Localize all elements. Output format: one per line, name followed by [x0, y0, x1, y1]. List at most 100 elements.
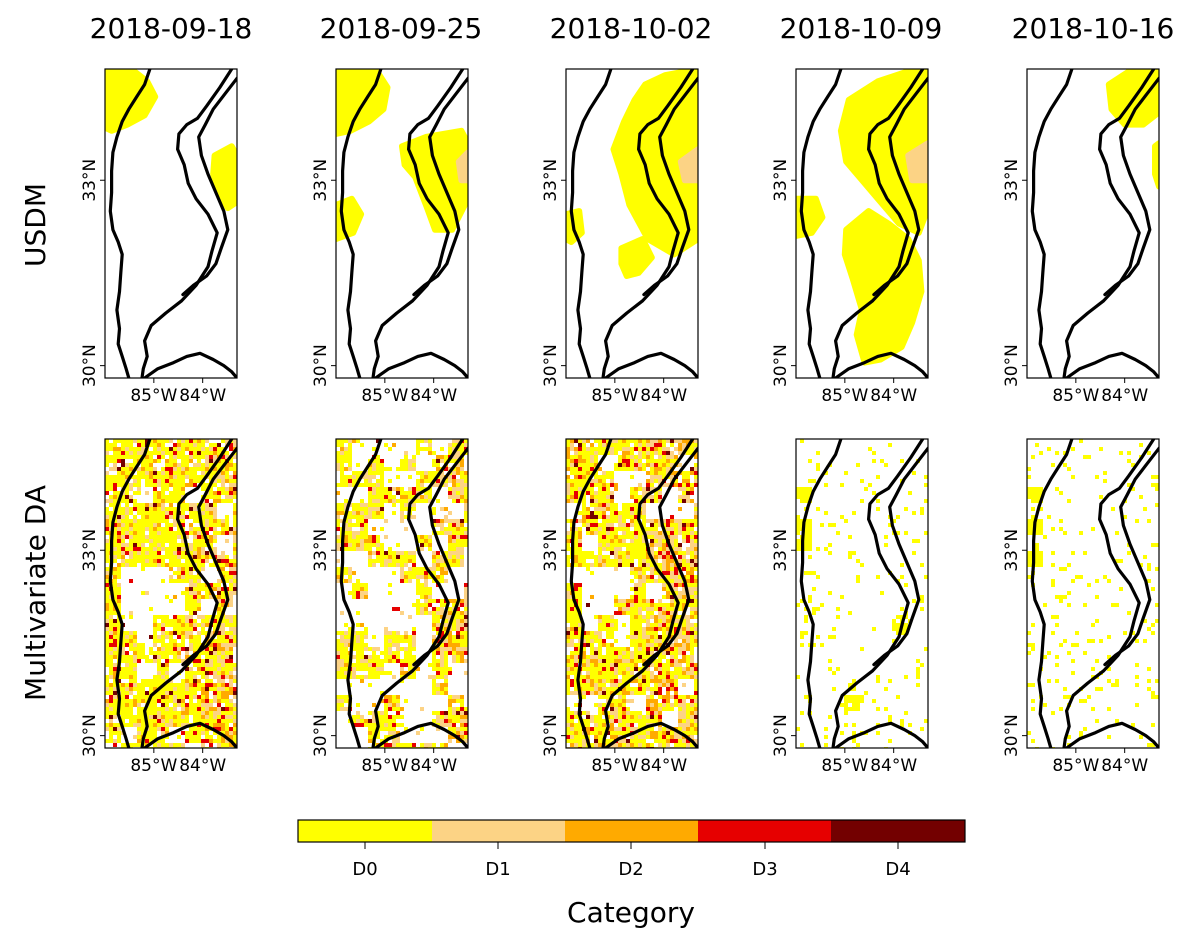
y-tick-label: 33°N: [771, 159, 791, 202]
da-pixel: [197, 635, 201, 639]
da-pixel: [400, 551, 404, 555]
da-pixel: [460, 731, 464, 735]
state-border-center: [140, 69, 234, 378]
da-pixel: [650, 571, 654, 575]
da-pixel: [141, 527, 145, 531]
da-pixel: [169, 479, 173, 483]
da-pixel: [586, 643, 590, 647]
da-pixel: [165, 475, 169, 479]
da-pixel: [670, 515, 674, 519]
da-pixel: [209, 651, 213, 655]
da-pixel: [169, 619, 173, 623]
da-pixel: [440, 559, 444, 563]
da-pixel: [113, 567, 117, 571]
da-pixel: [105, 547, 109, 551]
da-pixel: [396, 699, 400, 703]
da-pixel: [177, 447, 181, 451]
da-pixel: [233, 567, 237, 571]
da-pixel: [654, 659, 658, 663]
da-pixel: [121, 647, 125, 651]
da-pixel: [129, 723, 133, 727]
da-pixel: [225, 663, 229, 667]
da-pixel: [229, 527, 233, 531]
da-pixel: [181, 619, 185, 623]
da-pixel: [169, 467, 173, 471]
da-pixel: [141, 699, 145, 703]
da-pixel: [177, 659, 181, 663]
da-pixel: [344, 523, 348, 527]
da-pixel: [618, 515, 622, 519]
da-pixel: [193, 643, 197, 647]
da-pixel: [169, 439, 173, 443]
da-pixel: [177, 471, 181, 475]
da-pixel: [169, 683, 173, 687]
da-pixel: [626, 563, 630, 567]
da-pixel: [117, 519, 121, 523]
da-pixel: [650, 519, 654, 523]
da-pixel: [137, 555, 141, 559]
da-pixel: [650, 599, 654, 603]
da-pixel: [650, 627, 654, 631]
da-pixel: [448, 523, 452, 527]
da-pixel: [420, 571, 424, 575]
da-pixel: [626, 671, 630, 675]
da-pixel: [638, 575, 642, 579]
da-pixel: [181, 687, 185, 691]
da-pixel: [149, 719, 153, 723]
da-pixel: [388, 707, 392, 711]
da-pixel: [666, 575, 670, 579]
da-pixel: [113, 731, 117, 735]
da-pixel: [622, 655, 626, 659]
da-pixel: [670, 579, 674, 583]
da-pixel: [193, 575, 197, 579]
da-pixel: [372, 475, 376, 479]
da-pixel: [582, 659, 586, 663]
da-pixel: [650, 575, 654, 579]
da-pixel: [412, 455, 416, 459]
da-pixel: [213, 643, 217, 647]
da-pixel: [440, 611, 444, 615]
da-pixel: [694, 627, 698, 631]
da-pixel: [452, 563, 456, 567]
da-pixel: [201, 667, 205, 671]
da-pixel: [678, 667, 682, 671]
da-pixel: [137, 723, 141, 727]
da-pixel: [344, 459, 348, 463]
da-pixel: [117, 607, 121, 611]
da-pixel: [201, 695, 205, 699]
da-pixel: [630, 447, 634, 451]
da-pixel: [582, 495, 586, 499]
da-pixel: [125, 651, 129, 655]
da-pixel: [376, 487, 380, 491]
da-pixel: [201, 627, 205, 631]
da-pixel: [233, 727, 237, 731]
da-pixel: [129, 439, 133, 443]
da-pixel: [356, 519, 360, 523]
da-pixel: [598, 643, 602, 647]
da-pixel: [670, 471, 674, 475]
da-pixel: [650, 443, 654, 447]
da-pixel: [602, 675, 606, 679]
da-pixel: [460, 719, 464, 723]
da-pixel: [424, 539, 428, 543]
da-pixel: [654, 551, 658, 555]
coastline: [373, 351, 468, 378]
da-pixel: [213, 731, 217, 735]
da-pixel: [666, 563, 670, 567]
da-pixel: [105, 579, 109, 583]
da-pixel: [360, 531, 364, 535]
da-pixel: [590, 451, 594, 455]
da-pixel: [614, 675, 618, 679]
da-pixel: [610, 635, 614, 639]
da-pixel: [201, 691, 205, 695]
da-pixel: [570, 623, 574, 627]
da-pixel: [360, 675, 364, 679]
da-pixel: [590, 455, 594, 459]
da-pixel: [570, 655, 574, 659]
da-pixel: [404, 451, 408, 455]
da-pixel: [566, 447, 570, 451]
da-pixel: [149, 723, 153, 727]
da-pixel: [133, 719, 137, 723]
da-pixel: [686, 619, 690, 623]
da-pixel: [360, 647, 364, 651]
